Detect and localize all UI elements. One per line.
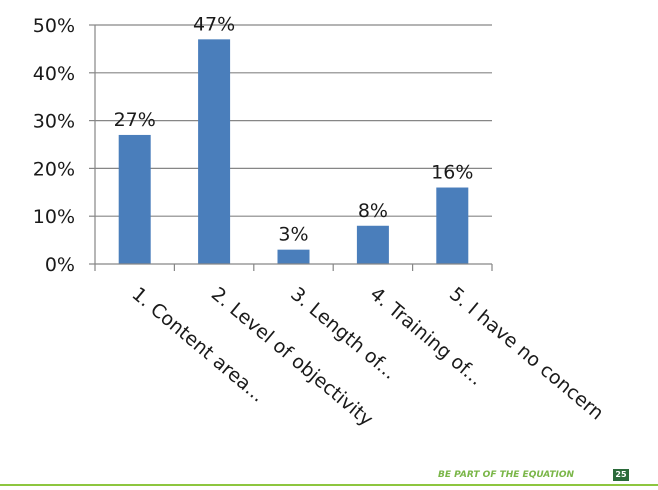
y-axis-tick-labels: 0% 10% 20% 30% 40% 50% [33,15,75,276]
bar [436,187,469,264]
y-tick-label: 0% [45,254,75,276]
bar [198,39,231,265]
data-label: 3% [278,224,308,246]
x-axis-category-labels: 1. Content area...2. Level of objectivit… [127,283,607,431]
footer-divider [0,484,658,486]
data-labels: 27% 47% 3% 8% 16% [114,13,474,245]
y-tick-label: 30% [33,111,75,133]
data-label: 16% [431,162,473,184]
bar [118,134,151,264]
bars [118,39,469,265]
category-label: 1. Content area... [127,283,269,407]
y-tick-label: 20% [33,158,75,180]
bar [277,249,310,264]
data-label: 47% [193,13,235,35]
x-axis [89,24,493,271]
data-label: 27% [114,109,156,131]
gridlines [95,24,492,217]
y-tick-label: 10% [33,206,75,228]
data-label: 8% [358,200,388,222]
y-tick-label: 50% [33,15,75,37]
bar [356,225,389,264]
category-label: 5. I have no concern [445,283,608,425]
page-number-badge: 25 [613,469,629,481]
y-tick-label: 40% [33,63,75,85]
footer-slogan: BE PART OF THE EQUATION [438,470,575,480]
category-label: 2. Level of objectivity [207,283,377,431]
